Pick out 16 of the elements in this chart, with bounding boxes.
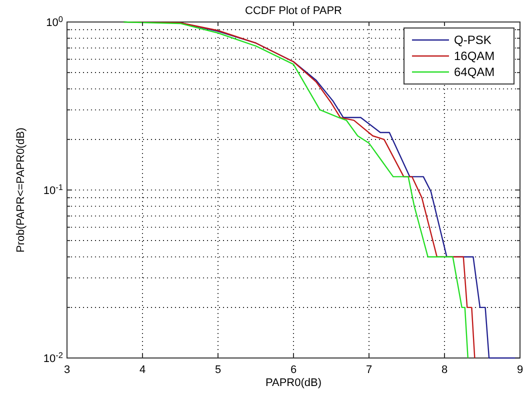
- legend-label: 16QAM: [454, 49, 495, 63]
- legend-label: 64QAM: [454, 65, 495, 79]
- y-tick-label: 10$^{-1}$: [43, 182, 64, 197]
- chart-title: CCDF Plot of PAPR: [245, 5, 342, 17]
- x-axis-title: PAPR0(dB): [265, 377, 322, 389]
- y-tick-label: 10$^{-2}$: [43, 350, 64, 365]
- y-axis-title: Prob(PAPR<=PAPR0(dB): [15, 128, 27, 252]
- y-tick-label: 10$^{0}$: [46, 14, 64, 29]
- x-tick-label: 5: [214, 364, 222, 376]
- x-tick-label: 4: [139, 364, 146, 376]
- legend-label: Q-PSK: [454, 33, 492, 47]
- x-tick-label: 3: [64, 364, 70, 376]
- x-tick-label: 8: [441, 364, 448, 376]
- x-tick-label: 6: [290, 364, 297, 376]
- x-tick-label: 9: [516, 364, 524, 376]
- x-tick-label: 7: [366, 364, 372, 376]
